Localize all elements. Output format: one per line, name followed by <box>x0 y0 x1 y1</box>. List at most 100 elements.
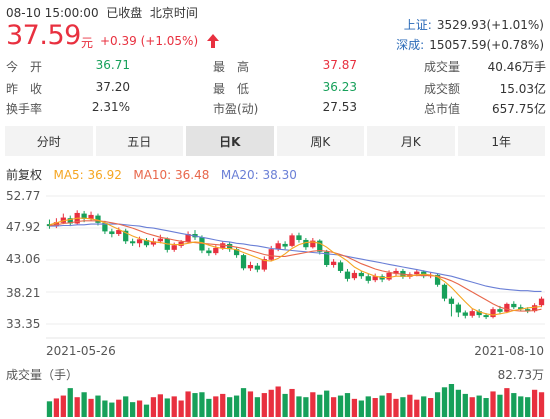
tab-five-day[interactable]: 五日 <box>95 126 183 156</box>
tab-daily-k[interactable]: 日K <box>186 126 274 156</box>
candle-body <box>448 298 455 304</box>
candle-body <box>67 218 73 224</box>
volume-bar <box>317 394 323 417</box>
candle-body <box>268 249 274 260</box>
volume-bar <box>123 396 129 417</box>
tab-monthly-k[interactable]: 月K <box>367 126 455 156</box>
quote-date-time: 08-10 15:00:00 <box>6 6 99 20</box>
volume-bar <box>324 390 330 417</box>
ma-legend: 前复权 MA5: 36.92 MA10: 36.48 MA20: 38.30 <box>6 166 297 183</box>
candle-body <box>213 247 219 254</box>
volume-bar <box>469 397 475 417</box>
candle-body <box>102 222 108 232</box>
volume-bar <box>310 392 316 417</box>
candle-body <box>538 298 545 306</box>
candle-body <box>337 262 344 271</box>
candle-body <box>247 265 254 269</box>
candle-body <box>88 214 94 219</box>
volume-bar <box>275 386 281 417</box>
candle-body <box>490 309 496 318</box>
volume-bar <box>282 393 288 417</box>
candle-body <box>504 303 510 312</box>
candle-body <box>462 312 468 316</box>
index-value: 15057.59(+0.78%) <box>429 38 544 52</box>
tab-intraday[interactable]: 分时 <box>5 126 93 156</box>
volume-bar <box>95 395 101 417</box>
volume-bar <box>116 399 122 417</box>
candle-body <box>372 276 378 281</box>
volume-bar <box>102 400 108 417</box>
tab-weekly-k[interactable]: 周K <box>276 126 364 156</box>
volume-bar <box>518 396 524 417</box>
volume-bar <box>407 394 413 417</box>
volume-bar <box>462 393 468 417</box>
candle-body <box>393 270 399 274</box>
candle-body <box>310 240 316 248</box>
candle-body <box>386 272 392 280</box>
volume-bar <box>129 402 136 417</box>
volume-bar <box>330 397 337 417</box>
candle-body <box>109 231 115 235</box>
y-tick: 33.35 <box>6 317 41 331</box>
volume-bar <box>303 397 309 417</box>
volume-bar <box>421 396 427 417</box>
volume-bar <box>296 396 302 417</box>
volume-bar <box>504 388 510 417</box>
y-tick: 43.06 <box>6 252 41 266</box>
candle-body <box>60 217 66 223</box>
stat-value-market-cap: 657.75亿 <box>492 102 546 116</box>
candle-body <box>358 272 364 277</box>
stat-value-amount: 15.03亿 <box>499 82 546 96</box>
volume-bar <box>372 398 378 417</box>
candle-body <box>407 274 413 277</box>
index-shanghai[interactable]: 上证: 3529.93(+1.01%) <box>404 14 544 33</box>
volume-bar <box>393 398 399 417</box>
volume-bar <box>379 395 385 417</box>
volume-bar <box>109 402 115 417</box>
candle-body <box>531 305 538 312</box>
volume-bar <box>164 398 170 417</box>
volume-bar <box>358 400 364 417</box>
stat-value-prev-close: 37.20 <box>95 80 130 94</box>
volume-bar <box>46 401 53 417</box>
timezone-label: 北京时间 <box>149 6 198 20</box>
stat-label-market-cap: 总市值 <box>424 102 461 116</box>
candle-body <box>511 303 517 308</box>
candle-body <box>497 309 503 312</box>
candle-body <box>116 230 122 235</box>
index-shenzhen[interactable]: 深成: 15057.59(+0.78%) <box>396 34 544 53</box>
candle-body <box>81 213 87 219</box>
volume-bar <box>74 397 80 417</box>
stat-label-high: 最 高 <box>213 60 250 74</box>
y-tick: 52.77 <box>6 189 41 203</box>
candle-body <box>317 240 323 252</box>
volume-bar <box>150 397 157 417</box>
x-start-date: 2021-05-26 <box>46 344 116 358</box>
volume-bar <box>490 391 496 417</box>
volume-bar <box>67 388 73 417</box>
candle-body <box>95 215 101 223</box>
volume-bar <box>171 396 177 417</box>
tab-one-year[interactable]: 1年 <box>457 126 545 156</box>
price-change: +0.39 (+1.05%) <box>100 34 199 48</box>
index-name: 深成: <box>396 38 425 52</box>
period-tabs: 分时 五日 日K 周K 月K 1年 <box>5 126 545 156</box>
candle-body <box>296 235 302 240</box>
stat-label-pe: 市盈(动) <box>213 102 259 116</box>
adjust-mode[interactable]: 前复权 <box>6 168 43 182</box>
candle-body <box>282 243 288 247</box>
candle-body <box>123 230 129 242</box>
volume-bar <box>261 393 267 417</box>
ma10-line <box>49 220 542 312</box>
candle-body <box>324 251 330 266</box>
ma20-legend: MA20: 38.30 <box>220 168 297 182</box>
candle-body <box>483 315 489 318</box>
candle-body <box>330 261 337 266</box>
volume-bar <box>337 395 344 417</box>
volume-bar <box>448 384 455 417</box>
stat-label-turnover: 换手率 <box>6 102 43 116</box>
candle-body <box>199 237 205 251</box>
candle-body <box>157 238 163 242</box>
volume-bar <box>476 395 482 417</box>
